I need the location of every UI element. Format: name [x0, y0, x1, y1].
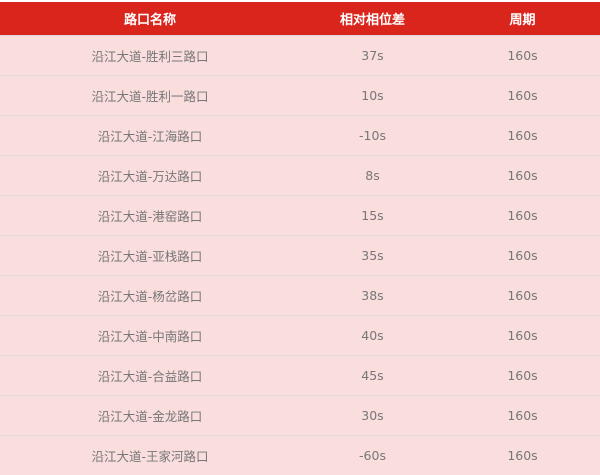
cycle-cell: 160s [445, 116, 600, 156]
intersection-name-cell: 沿江大道-胜利三路口 [0, 36, 300, 76]
intersection-name-cell: 沿江大道-杨岔路口 [0, 276, 300, 316]
header-relative-phase: 相对相位差 [300, 2, 445, 36]
cycle-cell: 160s [445, 396, 600, 436]
relative-phase-cell: 30s [300, 396, 445, 436]
relative-phase-cell: 8s [300, 156, 445, 196]
intersection-name-cell: 沿江大道-王家河路口 [0, 436, 300, 475]
cycle-cell: 160s [445, 436, 600, 475]
cycle-cell: 160s [445, 356, 600, 396]
intersection-name-cell: 沿江大道-合益路口 [0, 356, 300, 396]
relative-phase-cell: 45s [300, 356, 445, 396]
cycle-cell: 160s [445, 76, 600, 116]
cycle-cell: 160s [445, 196, 600, 236]
cycle-cell: 160s [445, 156, 600, 196]
intersection-name-cell: 沿江大道-胜利一路口 [0, 76, 300, 116]
cycle-cell: 160s [445, 36, 600, 76]
cycle-cell: 160s [445, 316, 600, 356]
relative-phase-cell: 40s [300, 316, 445, 356]
intersection-name-cell: 沿江大道-中南路口 [0, 316, 300, 356]
relative-phase-cell: 35s [300, 236, 445, 276]
intersection-name-cell: 沿江大道-港窑路口 [0, 196, 300, 236]
relative-phase-cell: -10s [300, 116, 445, 156]
relative-phase-cell: 15s [300, 196, 445, 236]
header-row: 路口名称 相对相位差 周期 [0, 2, 600, 36]
relative-phase-cell: -60s [300, 436, 445, 475]
intersection-name-cell: 沿江大道-万达路口 [0, 156, 300, 196]
relative-phase-cell: 38s [300, 276, 445, 316]
cycle-cell: 160s [445, 236, 600, 276]
header-cycle: 周期 [445, 2, 600, 36]
header-intersection-name: 路口名称 [0, 2, 300, 36]
intersection-name-cell: 沿江大道-江海路口 [0, 116, 300, 156]
cycle-cell: 160s [445, 276, 600, 316]
intersection-name-cell: 沿江大道-金龙路口 [0, 396, 300, 436]
intersection-name-cell: 沿江大道-亚栈路口 [0, 236, 300, 276]
relative-phase-cell: 10s [300, 76, 445, 116]
relative-phase-cell: 37s [300, 36, 445, 76]
